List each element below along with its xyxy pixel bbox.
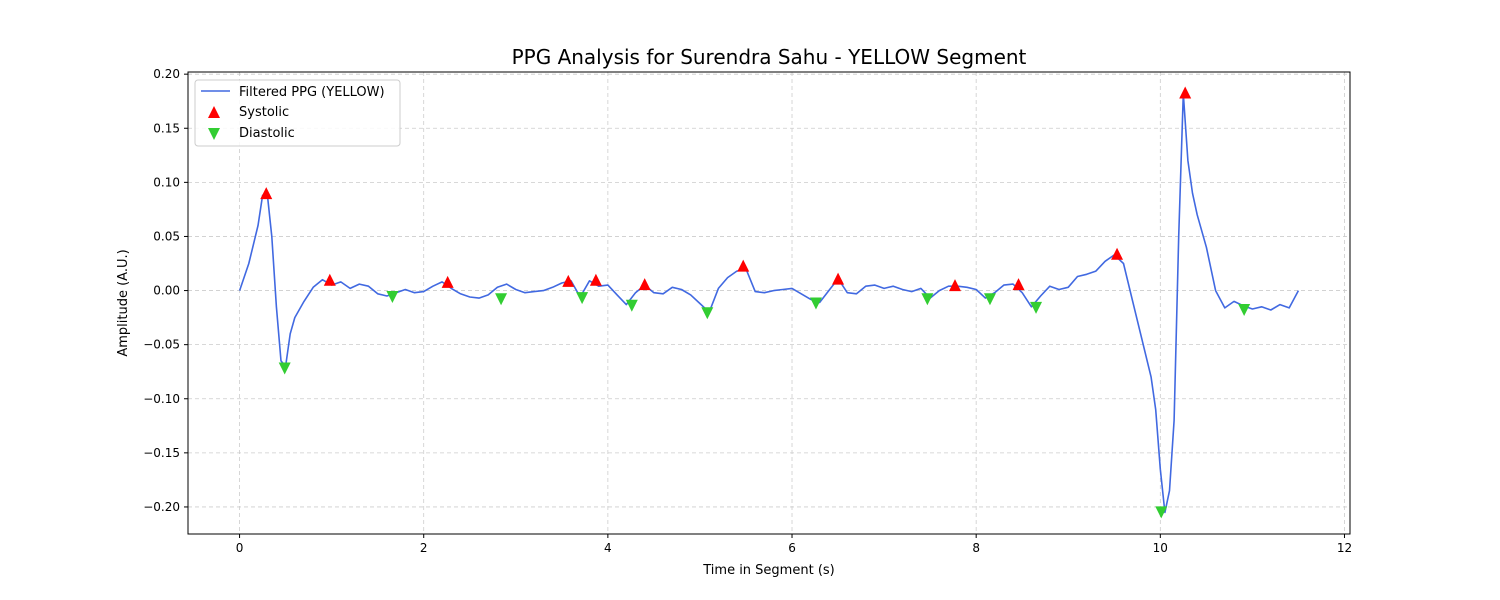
- plot-frame: [187, 71, 1351, 535]
- diastolic-trough-marker: [1155, 506, 1168, 519]
- legend-label-filtered: Filtered PPG (YELLOW): [239, 85, 385, 100]
- systolic-peak-marker: [832, 272, 845, 285]
- y-tick-label: 0.00: [153, 284, 180, 298]
- y-tick-label: 0.15: [153, 121, 180, 135]
- x-axis-label: Time in Segment (s): [702, 563, 834, 578]
- diastolic-trough-marker: [495, 293, 508, 306]
- legend-label-systolic: Systolic: [239, 105, 289, 120]
- systolic-peak-marker: [737, 259, 750, 272]
- x-tick-label: 0: [236, 541, 244, 555]
- y-tick-label: −0.05: [143, 338, 180, 352]
- diastolic-trough-marker: [701, 307, 714, 320]
- diastolic-trough-marker: [278, 362, 291, 375]
- legend: Filtered PPG (YELLOW) Systolic Diastolic: [194, 79, 401, 147]
- y-tick-label: −0.20: [143, 500, 180, 514]
- systolic-peak-marker: [1179, 86, 1192, 99]
- chart-title: PPG Analysis for Surendra Sahu - YELLOW …: [512, 45, 1027, 69]
- y-tick-label: −0.15: [143, 446, 180, 460]
- axis-ticks: 0 2 4 6 8 10 12 −0.20 −0.15 −0.10 −0.05 0.00 0.05 0.1…: [143, 67, 1352, 555]
- legend-systolic-icon: [208, 106, 220, 118]
- y-tick-label: 0.10: [153, 175, 180, 189]
- diastolic-trough-marker: [921, 293, 934, 306]
- y-tick-label: 0.20: [153, 67, 180, 81]
- systolic-peak-marker: [638, 278, 651, 291]
- plot-series: [238, 86, 1300, 519]
- systolic-peak-marker: [589, 273, 602, 286]
- y-tick-label: 0.05: [153, 229, 180, 243]
- systolic-peak-marker: [1111, 247, 1124, 260]
- x-tick-label: 2: [420, 541, 428, 555]
- diastolic-trough-marker: [386, 291, 399, 304]
- diastolic-trough-marker: [576, 292, 589, 305]
- x-tick-label: 6: [788, 541, 796, 555]
- systolic-peak-marker: [562, 274, 575, 287]
- y-axis-label: Amplitude (A.U.): [116, 249, 131, 356]
- y-tick-label: −0.10: [143, 392, 180, 406]
- grid: [188, 72, 1350, 534]
- x-tick-label: 10: [1153, 541, 1168, 555]
- diastolic-trough-marker: [809, 297, 822, 310]
- systolic-peak-marker: [323, 273, 336, 286]
- systolic-peak-marker: [1012, 278, 1025, 291]
- legend-box: [194, 79, 401, 147]
- x-tick-label: 4: [604, 541, 612, 555]
- diastolic-trough-marker: [1238, 304, 1251, 317]
- diastolic-trough-marker: [625, 299, 638, 312]
- diastolic-trough-marker: [1030, 301, 1043, 314]
- systolic-peak-marker: [260, 187, 273, 200]
- x-tick-label: 12: [1337, 541, 1352, 555]
- x-tick-label: 8: [972, 541, 980, 555]
- legend-label-diastolic: Diastolic: [239, 126, 295, 141]
- diastolic-trough-marker: [983, 293, 996, 306]
- systolic-peak-marker: [441, 275, 454, 288]
- systolic-peak-marker: [948, 279, 961, 292]
- legend-diastolic-icon: [208, 128, 220, 140]
